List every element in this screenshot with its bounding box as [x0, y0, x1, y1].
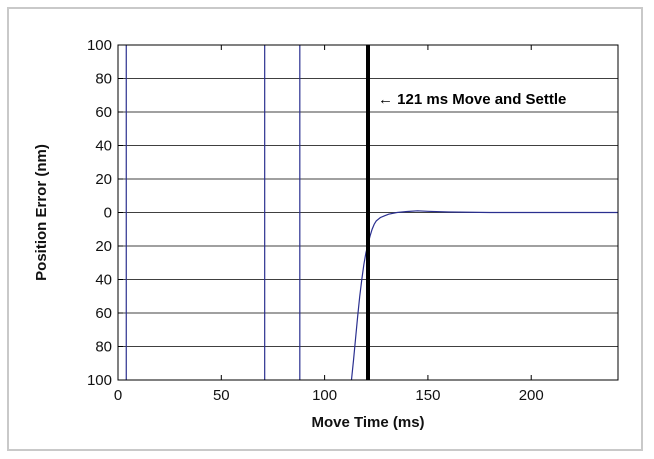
series-line — [350, 210, 618, 381]
x-tick-label: 200 — [519, 387, 544, 404]
y-tick-label: 100 — [87, 372, 112, 389]
y-tick-label: 80 — [95, 71, 112, 88]
x-tick-label: 150 — [415, 387, 440, 404]
x-tick-label: 50 — [213, 387, 230, 404]
x-tick-label: 100 — [312, 387, 337, 404]
y-tick-label: 80 — [95, 339, 112, 356]
y-tick-label: 60 — [95, 104, 112, 121]
marker-annotation: ← 121 ms Move and Settle — [378, 91, 566, 108]
chart-frame: 0 50 100 150 200 100 80 60 40 20 0 20 40 60 80 100 ← 1… — [7, 7, 643, 451]
y-tick-label: 20 — [95, 171, 112, 188]
x-axis-ticks: 0 50 100 150 200 — [114, 45, 544, 404]
data-series — [125, 45, 618, 381]
x-tick-label: 0 — [114, 387, 122, 404]
x-axis-label: Move Time (ms) — [311, 414, 424, 431]
y-tick-label: 100 — [87, 37, 112, 54]
y-tick-label: 40 — [95, 272, 112, 289]
y-axis-label: Position Error (nm) — [33, 144, 50, 281]
y-tick-label: 20 — [95, 238, 112, 255]
y-tick-label: 0 — [104, 205, 112, 222]
y-tick-label: 40 — [95, 138, 112, 155]
y-tick-label: 60 — [95, 305, 112, 322]
y-axis-ticks: 100 80 60 40 20 0 20 40 60 80 100 — [87, 37, 123, 389]
